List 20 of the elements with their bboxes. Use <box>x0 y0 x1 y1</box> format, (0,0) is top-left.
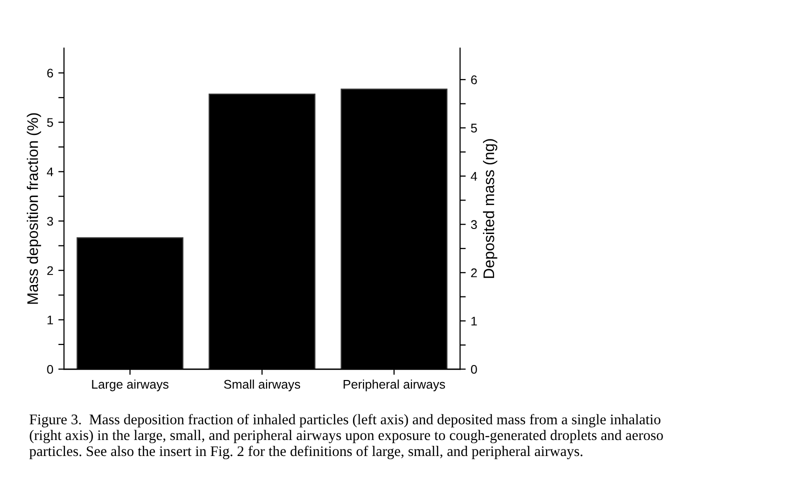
x-tick-label: Peripheral airways <box>344 380 446 392</box>
y-tick-label: 2 <box>47 266 53 275</box>
caption: Figure 3. Mass deposition fraction of inhaled particles (left axis) and deposited mass from a single inhalatio (right axis) in the large, small, and peripheral airways upon exposure to cough-generated droplets and aeroso particles. See also the insert in Fig. 2 for the definitions of large, small, and peripheral airways. <box>29 414 663 460</box>
y2-tick-label: 5 <box>470 124 477 132</box>
x-tick-label: Large airways <box>92 380 168 392</box>
x-tick-label: Small airways <box>224 380 300 392</box>
y-tick-label: 4 <box>46 168 54 176</box>
y2-tick-label: 6 <box>471 75 477 84</box>
y-axis-title: Mass deposition fraction (%) <box>26 113 42 304</box>
y2-tick-label: 3 <box>470 220 477 230</box>
y-tick-label: 1 <box>48 316 53 324</box>
y2-tick-label: 2 <box>471 268 477 278</box>
y-tick-label: 3 <box>47 216 54 226</box>
y-tick-label: 0 <box>47 364 54 374</box>
y2-tick-label: 0 <box>470 364 477 374</box>
y2-axis-title: Deposited mass (ng) <box>483 139 498 278</box>
y2-tick-label: 4 <box>470 172 478 181</box>
y-tick-label: 6 <box>47 68 54 78</box>
y-tick-label: 5 <box>47 118 54 127</box>
y2-tick-label: 1 <box>471 316 477 326</box>
